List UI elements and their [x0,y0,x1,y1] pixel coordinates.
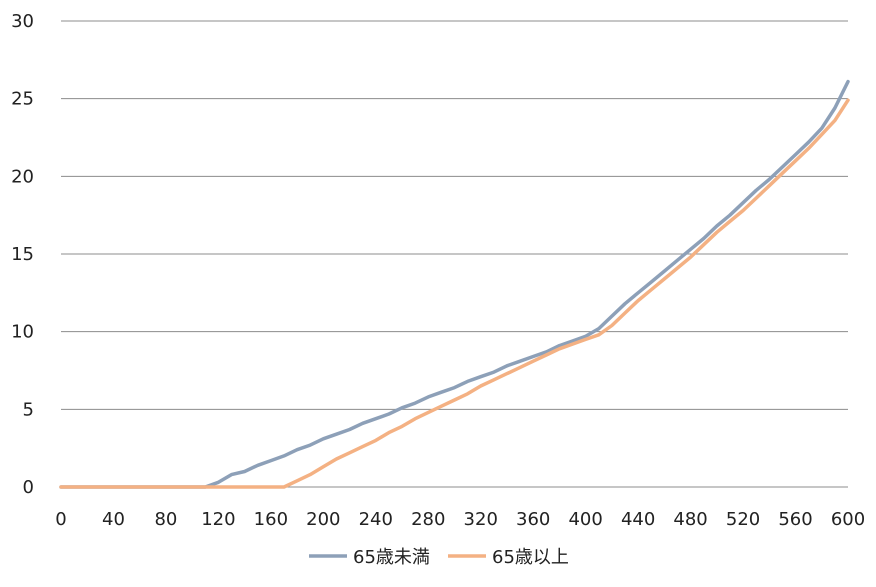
x-tick-label: 600 [831,509,865,530]
x-tick-label: 160 [254,509,288,530]
y-tick-label: 20 [11,166,34,187]
y-tick-label: 10 [11,322,34,343]
y-tick-label: 30 [11,11,34,32]
x-tick-label: 40 [102,509,125,530]
x-tick-label: 0 [55,509,66,530]
x-tick-label: 80 [154,509,177,530]
x-tick-label: 240 [359,509,393,530]
series-line-2 [59,98,850,489]
y-axis: 0 5 10 15 20 25 30 [11,11,34,498]
gridlines [61,20,848,488]
x-tick-label: 440 [621,509,655,530]
y-tick-label: 15 [11,244,34,265]
y-tick-label: 5 [23,399,34,420]
x-tick-label: 200 [306,509,340,530]
x-tick-label: 400 [568,509,602,530]
x-tick-label: 120 [201,509,235,530]
legend-label-2: 65歳以上 [492,547,569,568]
y-tick-label: 25 [11,89,34,110]
x-axis: 0 40 80 120 160 200 240 280 320 360 400 440 480 520 56… [55,509,865,530]
legend-label-1: 65歳未満 [353,547,430,568]
x-tick-label: 360 [516,509,550,530]
x-tick-label: 320 [464,509,498,530]
x-tick-label: 480 [673,509,707,530]
series-line-1 [59,79,850,489]
x-tick-label: 280 [411,509,445,530]
x-tick-label: 560 [778,509,812,530]
y-tick-label: 0 [23,477,34,498]
series-lines [59,79,850,489]
x-tick-label: 520 [726,509,760,530]
legend: 65歳未満 65歳以上 [309,547,569,568]
